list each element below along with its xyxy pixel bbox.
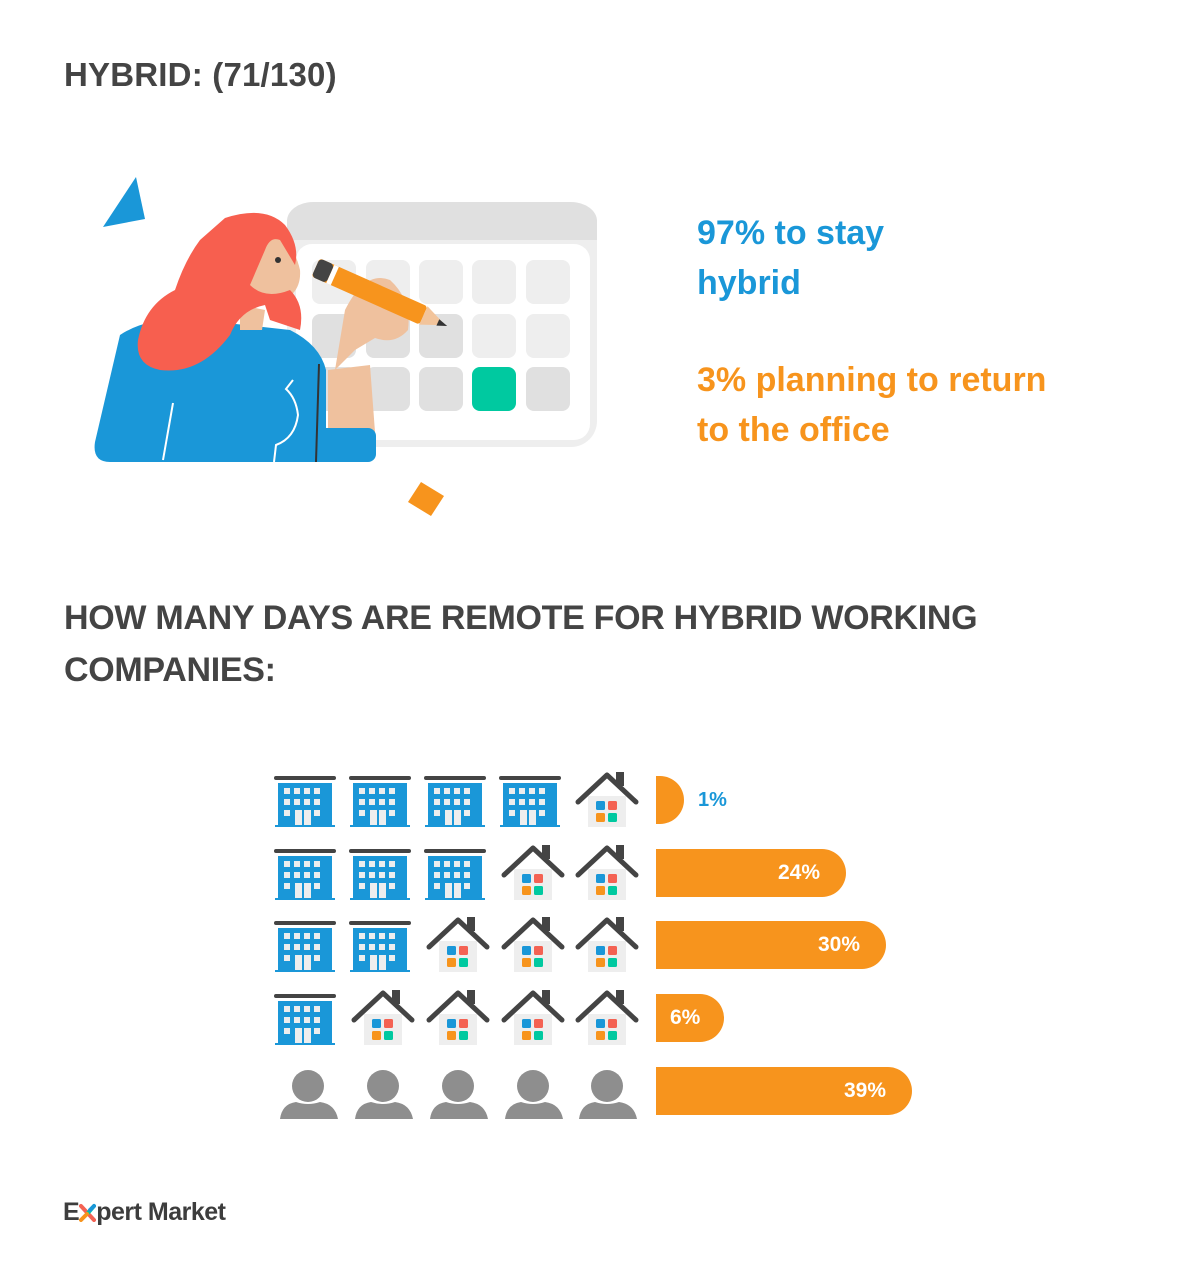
icon-strip xyxy=(272,1059,642,1119)
office-building-icon xyxy=(272,986,338,1046)
office-building-icon xyxy=(347,913,413,973)
bar-value-label: 1% xyxy=(698,789,727,811)
bar-value-label: 6% xyxy=(670,1006,701,1029)
house-icon xyxy=(350,986,416,1046)
person-icon xyxy=(503,1059,569,1119)
office-building-icon xyxy=(347,768,413,828)
person-icon xyxy=(577,1059,643,1119)
woman-calendar-illustration xyxy=(94,177,597,516)
icon-strip xyxy=(272,841,642,901)
office-building-icon xyxy=(497,768,563,828)
stay-hybrid-line-1: 97% to stay xyxy=(697,214,885,252)
bar-2: 24% xyxy=(656,849,846,897)
house-icon xyxy=(574,986,640,1046)
house-icon xyxy=(574,768,640,828)
return-office-line-2: to the office xyxy=(697,411,890,449)
house-icon xyxy=(574,841,640,901)
triangle-decoration-icon xyxy=(103,177,145,227)
icon-strip xyxy=(272,768,642,828)
chart-row-4: 6% xyxy=(272,986,972,1046)
return-office-line-1: 3% planning to return xyxy=(697,361,1047,399)
logo-text-rest: pert Market xyxy=(96,1198,226,1226)
house-icon xyxy=(500,986,566,1046)
page-title: HYBRID: (71/130) xyxy=(64,56,337,93)
house-icon xyxy=(574,913,640,973)
diamond-decoration-icon xyxy=(408,482,444,516)
bar-value-label: 39% xyxy=(843,1079,886,1102)
chart-row-2: 24% xyxy=(272,841,972,901)
bar-value-label: 24% xyxy=(777,861,820,884)
section-title-line-2: COMPANIES: xyxy=(64,651,276,689)
logo-text-prefix: E xyxy=(63,1198,80,1226)
house-icon xyxy=(500,841,566,901)
stay-hybrid-line-2: hybrid xyxy=(697,264,801,302)
icon-strip xyxy=(272,986,642,1046)
chart-row-1: 1% xyxy=(272,768,972,828)
person-icon xyxy=(428,1059,494,1119)
logo-x-mark-icon xyxy=(79,1204,97,1222)
bar-1: 1% xyxy=(656,776,727,824)
house-icon xyxy=(500,913,566,973)
person-icon xyxy=(353,1059,419,1119)
chart-row-5: 39% xyxy=(272,1059,972,1119)
office-building-icon xyxy=(422,841,488,901)
section-title: HOW MANY DAYS ARE REMOTE FOR HYBRID WORK… xyxy=(64,592,1124,696)
return-office-stat: 3% planning to return to the office xyxy=(697,355,1117,455)
expert-market-logo: E pert Market xyxy=(63,1198,226,1227)
office-building-icon xyxy=(272,841,338,901)
section-title-line-1: HOW MANY DAYS ARE REMOTE FOR HYBRID WORK… xyxy=(64,599,978,637)
person-icon xyxy=(278,1059,344,1119)
house-icon xyxy=(425,986,491,1046)
bar-3: 30% xyxy=(656,921,886,969)
house-icon xyxy=(425,913,491,973)
office-building-icon xyxy=(272,913,338,973)
bar-5: 39% xyxy=(656,1067,912,1115)
office-building-icon xyxy=(422,768,488,828)
icon-strip xyxy=(272,913,642,973)
bar-4: 6% xyxy=(656,994,724,1042)
stay-hybrid-stat: 97% to stay hybrid xyxy=(697,208,1097,308)
office-building-icon xyxy=(272,768,338,828)
bar-value-label: 30% xyxy=(817,933,860,956)
office-building-icon xyxy=(347,841,413,901)
chart-row-3: 30% xyxy=(272,913,972,973)
